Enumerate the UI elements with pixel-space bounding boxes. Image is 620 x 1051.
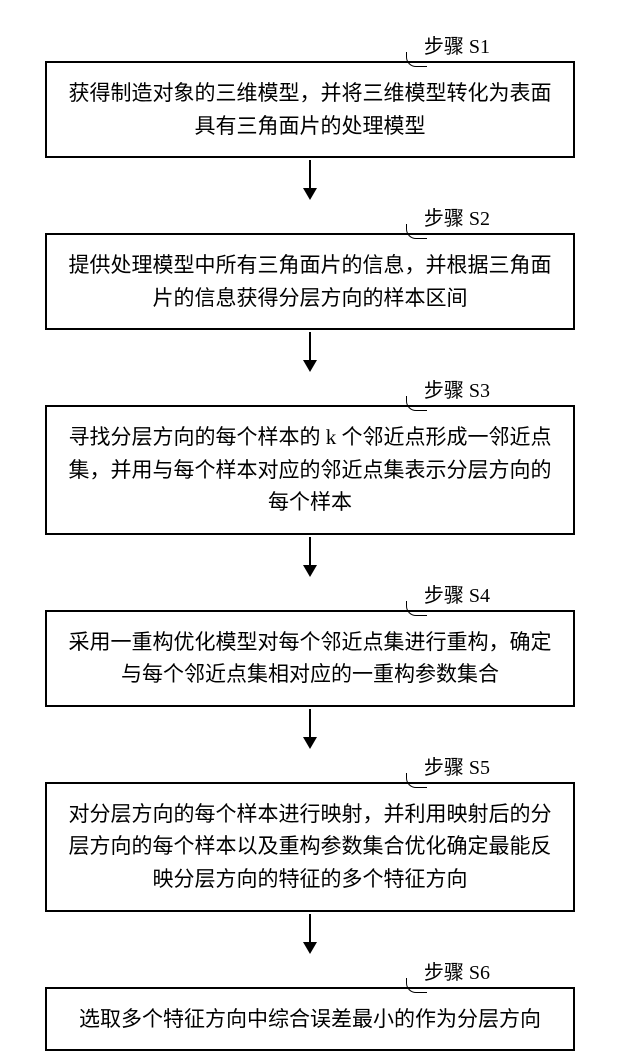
step-box-s3: 寻找分层方向的每个样本的 k 个邻近点形成一邻近点集，并用与每个样本对应的邻近点… [45,405,575,535]
step-box-s6: 选取多个特征方向中综合误差最小的作为分层方向 [45,987,575,1051]
step-label-s3: 步骤 S3 [424,374,490,403]
step-box-s5: 对分层方向的每个样本进行映射，并利用映射后的分层方向的每个样本以及重构参数集合优… [45,782,575,912]
step-box-s4: 采用一重构优化模型对每个邻近点集进行重构，确定与每个邻近点集相对应的一重构参数集… [45,610,575,707]
arrow-s3-s4 [303,537,317,577]
step-label-s5: 步骤 S5 [424,751,490,780]
arrow-s5-s6 [303,914,317,954]
flowchart-container: 步骤 S1 获得制造对象的三维模型，并将三维模型转化为表面具有三角面片的处理模型… [40,30,580,1051]
step-label-s2: 步骤 S2 [424,202,490,231]
step-label-s4: 步骤 S4 [424,579,490,608]
arrow-s2-s3 [303,332,317,372]
arrow-s1-s2 [303,160,317,200]
step-label-s1: 步骤 S1 [424,30,490,59]
arrow-s4-s5 [303,709,317,749]
step-box-s2: 提供处理模型中所有三角面片的信息，并根据三角面片的信息获得分层方向的样本区间 [45,233,575,330]
step-label-s6: 步骤 S6 [424,956,490,985]
step-box-s1: 获得制造对象的三维模型，并将三维模型转化为表面具有三角面片的处理模型 [45,61,575,158]
